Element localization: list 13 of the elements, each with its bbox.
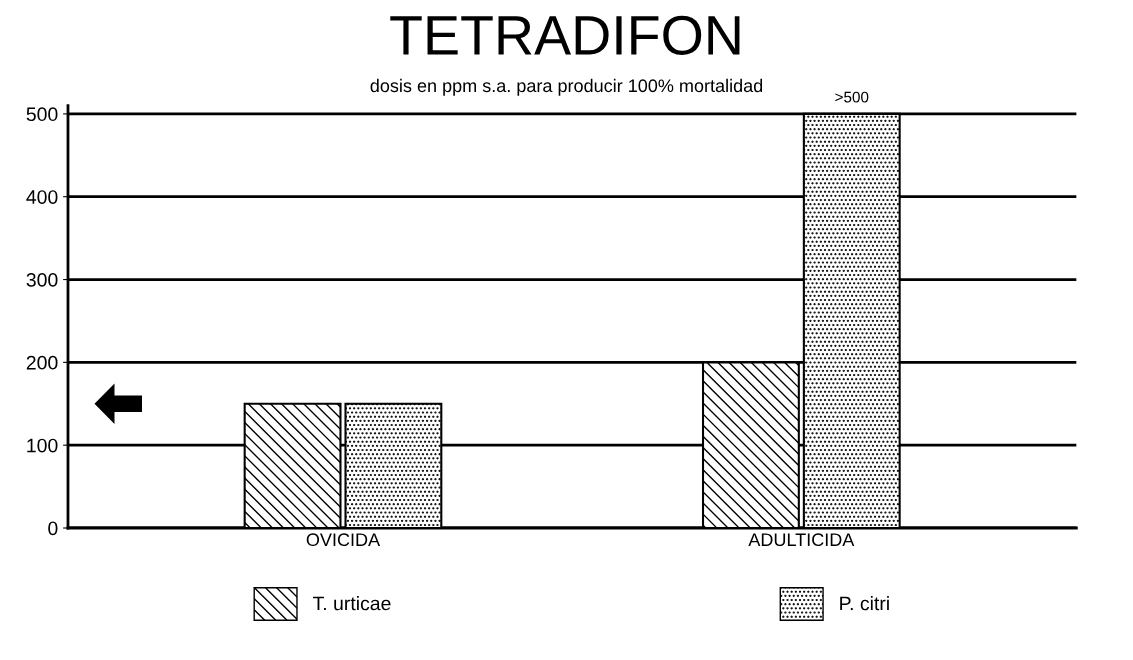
- y-tick-label: 500: [26, 107, 58, 122]
- chart-title: TETRADIFON: [390, 15, 740, 56]
- y-tick-label: 200: [26, 355, 58, 370]
- data-label: >500: [835, 91, 869, 103]
- y-tick-label: 0: [48, 521, 58, 536]
- chart-subtitle: dosis en ppm s.a. para producir 100% mortalidad: [370, 78, 763, 96]
- x-tick-label: OVICIDA: [306, 533, 381, 547]
- y-tick-label: 100: [27, 438, 58, 453]
- y-tick-label: 400: [26, 190, 58, 204]
- legend-label: T. urticae: [312, 596, 391, 611]
- x-tick-label: ADULTICIDA: [748, 533, 855, 547]
- legend-label: P. citri: [840, 596, 889, 611]
- y-tick-label: 300: [26, 273, 58, 287]
